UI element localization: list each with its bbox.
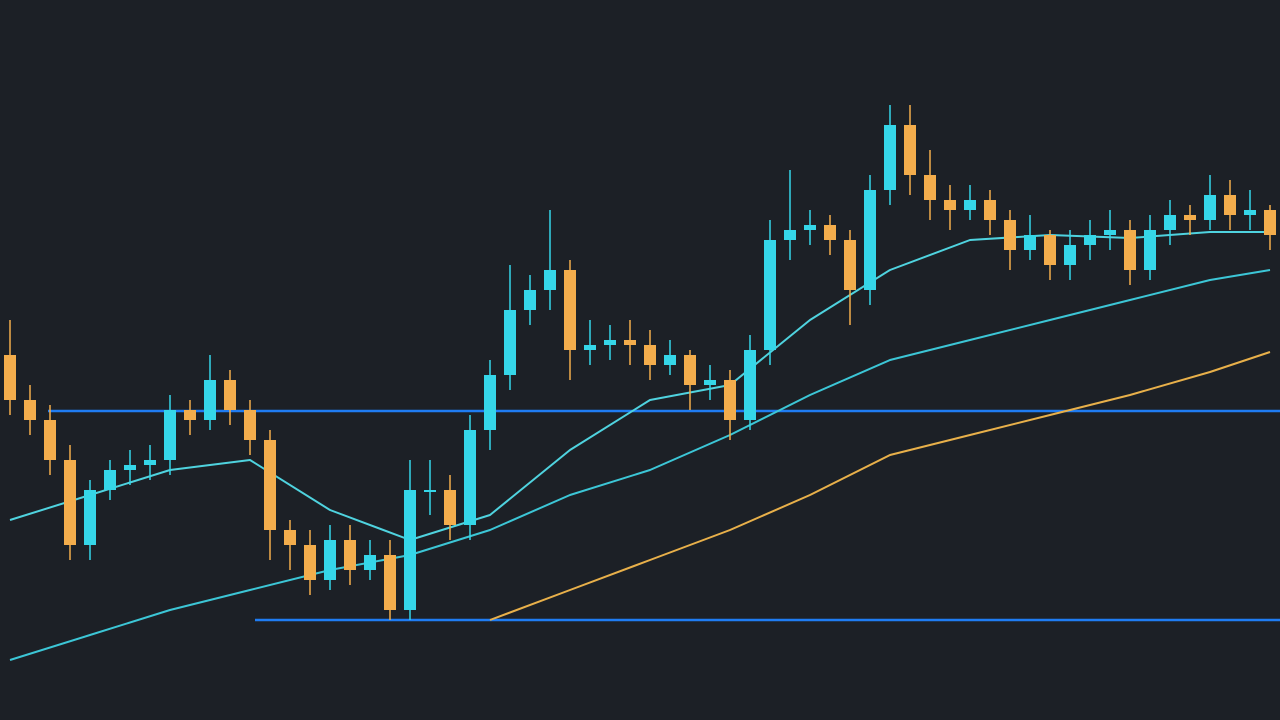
candle-body: [704, 380, 716, 385]
candle-body: [24, 400, 36, 420]
candle-body: [664, 355, 676, 365]
candle-body: [1104, 230, 1116, 235]
candle-body: [364, 555, 376, 570]
candle-body: [1064, 245, 1076, 265]
candle-body: [404, 490, 416, 610]
candle-body: [724, 380, 736, 420]
candle-body: [584, 345, 596, 350]
candle-body: [1164, 215, 1176, 230]
candle-body: [844, 240, 856, 290]
candle-body: [544, 270, 556, 290]
candle-body: [284, 530, 296, 545]
candle-body: [524, 290, 536, 310]
candle-body: [264, 440, 276, 530]
candle-body: [1244, 210, 1256, 215]
candle-body: [84, 490, 96, 545]
candle-body: [1184, 215, 1196, 220]
candle-body: [464, 430, 476, 525]
candle-body: [224, 380, 236, 410]
moving-average: [489, 351, 1271, 621]
candle-body: [344, 540, 356, 570]
candle-body: [1084, 235, 1096, 245]
candle-body: [864, 190, 876, 290]
candle-body: [744, 350, 756, 420]
candle-body: [764, 240, 776, 350]
candle-body: [204, 380, 216, 420]
candle-body: [784, 230, 796, 240]
candle-body: [144, 460, 156, 465]
candle-body: [1144, 230, 1156, 270]
candle-body: [944, 200, 956, 210]
candle-body: [884, 125, 896, 190]
candle-body: [824, 225, 836, 240]
candle-body: [624, 340, 636, 345]
candle-body: [104, 470, 116, 490]
candle-body: [904, 125, 916, 175]
candle-body: [444, 490, 456, 525]
candle-body: [1024, 235, 1036, 250]
candle-body: [604, 340, 616, 345]
candle-body: [924, 175, 936, 200]
candle-body: [424, 490, 436, 492]
candle-body: [4, 355, 16, 400]
candle-body: [644, 345, 656, 365]
candle-body: [984, 200, 996, 220]
candle-body: [804, 225, 816, 230]
candle-body: [184, 410, 196, 420]
candle-body: [504, 310, 516, 375]
candle-body: [64, 460, 76, 545]
candle-body: [1224, 195, 1236, 215]
candle-body: [964, 200, 976, 210]
candle-body: [1204, 195, 1216, 220]
candle-body: [1044, 235, 1056, 265]
moving-average: [9, 269, 1271, 661]
candle-body: [164, 410, 176, 460]
candle-body: [1124, 230, 1136, 270]
candle-body: [1264, 210, 1276, 235]
candle-body: [324, 540, 336, 580]
moving-average: [9, 231, 1270, 541]
candle-body: [484, 375, 496, 430]
candle-body: [1004, 220, 1016, 250]
candle-body: [384, 555, 396, 610]
candle-body: [304, 545, 316, 580]
candle-body: [564, 270, 576, 350]
candle-body: [124, 465, 136, 470]
candle-body: [244, 410, 256, 440]
candle-body: [684, 355, 696, 385]
candle-body: [44, 420, 56, 460]
